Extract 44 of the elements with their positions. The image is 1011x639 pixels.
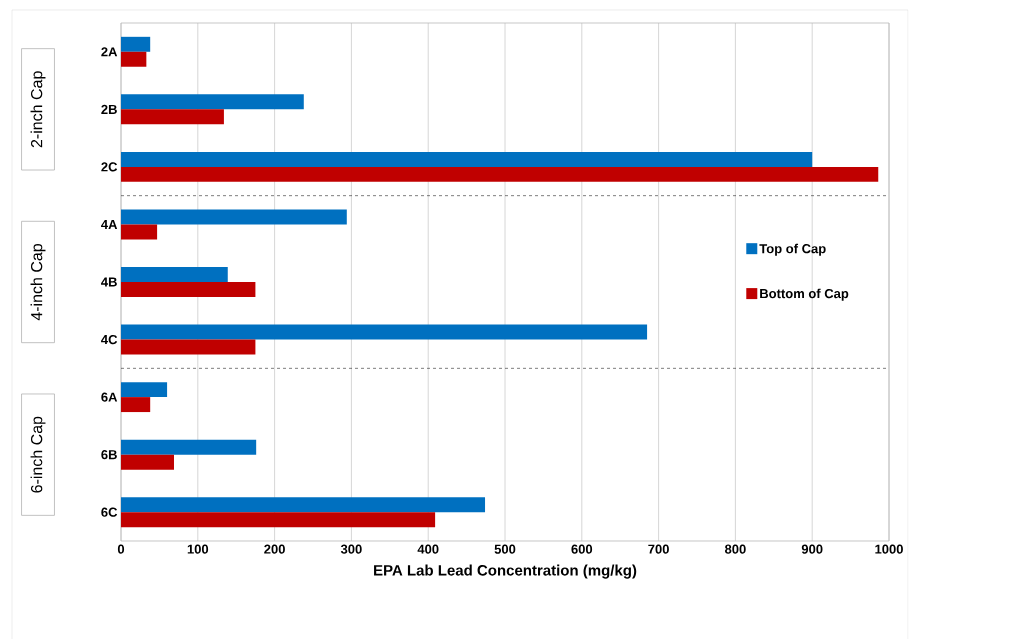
bar xyxy=(121,339,256,355)
text: 6-inch Cap xyxy=(30,416,46,493)
y-tick-label: 2A xyxy=(101,47,118,57)
bar xyxy=(121,94,304,110)
bar xyxy=(121,454,174,470)
bar xyxy=(121,397,151,413)
bar xyxy=(121,209,347,225)
bar xyxy=(121,51,147,67)
y-tick-label: 2C xyxy=(101,162,118,172)
y-tick-label: 4B xyxy=(101,277,117,287)
x-tick-label: 900 xyxy=(801,544,823,554)
y-tick-label: 4C xyxy=(101,334,118,345)
x-tick-label: 500 xyxy=(494,544,516,554)
x-tick-label: 700 xyxy=(648,544,669,554)
bar xyxy=(121,512,436,528)
text: 2-inch Cap xyxy=(30,71,46,148)
y-tick-label: 4A xyxy=(101,219,118,229)
bar xyxy=(121,166,879,182)
x-tick-label: 0 xyxy=(117,544,125,554)
x-tick-label: 600 xyxy=(571,544,593,554)
y-tick-label: 6A xyxy=(101,392,118,402)
bar xyxy=(121,382,168,398)
x-tick-label: 100 xyxy=(187,544,209,554)
x-axis-title: EPA Lab Lead Concentration (mg/kg) xyxy=(374,564,637,579)
text: 4-inch Cap xyxy=(30,244,46,321)
bar xyxy=(121,109,224,125)
x-tick-label: 300 xyxy=(340,544,362,554)
x-tick-label: 400 xyxy=(417,544,439,554)
bar xyxy=(121,324,648,340)
legend-label: Top of Cap xyxy=(759,243,826,256)
bar xyxy=(121,497,486,513)
bar xyxy=(121,36,151,52)
y-tick-label: 2B xyxy=(101,104,117,114)
x-tick-label: 800 xyxy=(724,544,746,554)
legend-label: Bottom of Cap xyxy=(760,288,849,301)
bar xyxy=(121,151,813,167)
x-tick-label: 1000 xyxy=(875,544,903,554)
bar xyxy=(121,282,256,297)
bar xyxy=(121,224,158,240)
bar xyxy=(121,439,257,455)
x-tick-label: 200 xyxy=(264,544,285,554)
y-tick-label: 6C xyxy=(101,507,118,517)
bar xyxy=(121,267,228,282)
y-tick-label: 6B xyxy=(101,450,117,460)
